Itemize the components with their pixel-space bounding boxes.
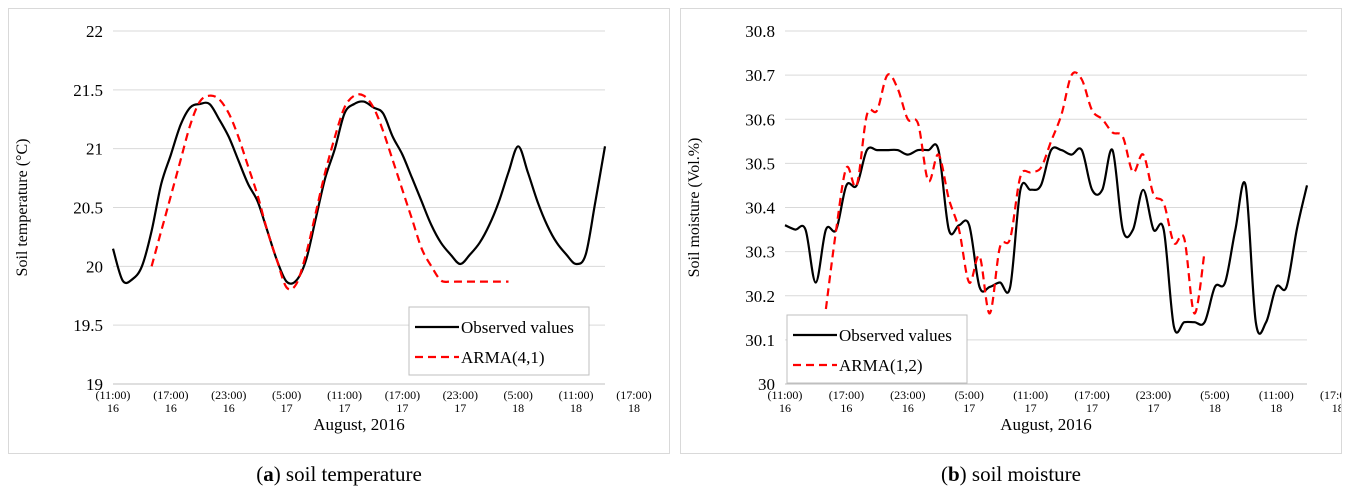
y-axis-title: Soil temperature (°C) (14, 139, 31, 277)
y-tick-label: 30.6 (745, 110, 775, 129)
legend: Observed values ARMA(1,2) (786, 314, 968, 384)
x-tick-time-label: (5:00) (504, 388, 533, 402)
x-tick-day-label: 17 (454, 401, 466, 415)
series-line-observed (784, 143, 1309, 335)
legend: Observed values ARMA(4,1) (408, 306, 590, 376)
x-tick-time-label: (23:00) (890, 388, 925, 402)
legend-box (786, 314, 968, 384)
x-tick-time-label: (11:00) (96, 388, 131, 402)
x-tick-time-label: (17:00) (829, 388, 864, 402)
x-tick-day-label: 18 (1332, 401, 1341, 415)
x-tick-day-label: 18 (570, 401, 582, 415)
y-tick-label: 21.5 (73, 81, 103, 100)
y-tick-label: 19.5 (73, 316, 103, 335)
x-tick-day-label: 16 (107, 401, 119, 415)
x-tick-time-label: (11:00) (327, 388, 362, 402)
x-axis-title: August, 2016 (313, 415, 405, 434)
caption-b: (b) soil moisture (940, 462, 1081, 486)
x-tick-time-label: (5:00) (272, 388, 301, 402)
x-tick-time-label: (23:00) (1136, 388, 1171, 402)
x-tick-day-label: 16 (779, 401, 791, 415)
x-tick-time-label: (5:00) (1200, 388, 1229, 402)
legend-label: ARMA(4,1) (461, 348, 545, 367)
y-tick-label: 30.7 (745, 66, 775, 85)
soil-moisture-chart: 30 30.1 30.2 30.3 30.4 30.5 30.6 30.7 30.8 (11:00… (686, 22, 1349, 434)
x-tick-time-label: (23:00) (211, 388, 246, 402)
soil-temperature-chart: 1919.52020.52121.522(11:00)16(17:00)16(2… (14, 22, 652, 434)
y-axis-title: Soil moisture (Vol.%) (686, 138, 703, 278)
x-tick-time-label: (23:00) (443, 388, 478, 402)
x-tick-day-label: 16 (165, 401, 177, 415)
y-tick-label: 30.2 (745, 287, 775, 306)
soil-temperature-chart-panel: 19 19.5 20 20.5 21 21.5 22 (11:00) 16 (17:00) 16 (2… (8, 8, 670, 454)
y-tick-label: 19 (86, 375, 103, 394)
y-tick-label: 20 (86, 257, 103, 276)
x-tick-time-label: (5:00) (955, 388, 984, 402)
caption-b-text: ) soil moisture (959, 462, 1081, 486)
series-line-observed (111, 100, 607, 285)
x-tick-time-label: (17:00) (153, 388, 188, 402)
caption-a-text: ) soil temperature (273, 462, 422, 486)
y-tick-label: 30.4 (745, 199, 775, 218)
y-tick-label: 30.5 (745, 154, 775, 173)
x-tick-day-label: 17 (281, 401, 293, 415)
series-line-arma (824, 71, 1206, 315)
x-tick-day-label: 16 (902, 401, 914, 415)
x-tick-day-label: 18 (628, 401, 640, 415)
x-tick-time-label: (11:00) (559, 388, 594, 402)
x-tick-day-label: 18 (1209, 401, 1221, 415)
x-tick-time-label: (11:00) (1013, 388, 1048, 402)
x-tick-day-label: 18 (512, 401, 524, 415)
y-tick-label: 21 (86, 140, 103, 159)
legend-label: Observed values (839, 326, 952, 345)
x-tick-time-label: (17:00) (385, 388, 420, 402)
x-tick-day-label: 17 (339, 401, 351, 415)
x-tick-time-label: (11:00) (1259, 388, 1294, 402)
legend-label: ARMA(1,2) (839, 356, 923, 375)
y-tick-label: 30.8 (745, 22, 775, 41)
x-tick-day-label: 18 (1270, 401, 1282, 415)
x-tick-time-label: (17:00) (616, 388, 651, 402)
x-tick-day-label: 16 (223, 401, 235, 415)
y-tick-label: 22 (86, 22, 103, 41)
legend-box (408, 306, 590, 376)
x-tick-time-label: (11:00) (768, 388, 803, 402)
legend-label: Observed values (461, 318, 574, 337)
y-tick-label: 30 (758, 375, 775, 394)
x-tick-day-label: 17 (1147, 401, 1159, 415)
y-tick-label: 30.1 (745, 331, 775, 350)
x-tick-day-label: 17 (396, 401, 408, 415)
soil-moisture-chart-panel: 30 30.1 30.2 30.3 30.4 30.5 30.6 30.7 30.8 (11:00… (680, 8, 1349, 454)
x-tick-time-label: (17:00) (1074, 388, 1109, 402)
x-axis-title: August, 2016 (1000, 415, 1092, 434)
x-tick-day-label: 17 (1086, 401, 1098, 415)
x-tick-day-label: 17 (1025, 401, 1037, 415)
y-tick-label: 20.5 (73, 199, 103, 218)
x-tick-day-label: 17 (963, 401, 975, 415)
x-tick-time-label: (17:00) (1320, 388, 1341, 402)
x-tick-day-label: 16 (840, 401, 852, 415)
y-tick-label: 30.3 (745, 243, 775, 262)
caption-a-letter: a (263, 462, 274, 486)
caption-b-letter: b (947, 462, 960, 486)
series-line-arma (150, 93, 509, 291)
caption-a: (a) soil temperature (256, 462, 422, 486)
